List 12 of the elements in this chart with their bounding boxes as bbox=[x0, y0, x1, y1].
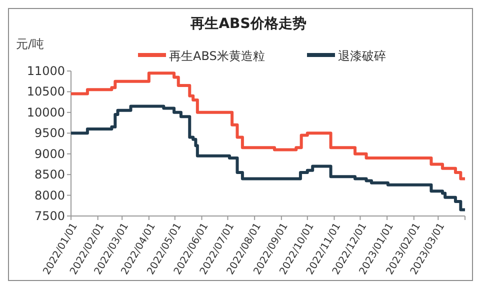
y-tick-label: 7500 bbox=[34, 209, 65, 223]
y-tick-label: 10000 bbox=[26, 105, 65, 120]
chart-title: 再生ABS价格走势 bbox=[190, 16, 306, 32]
legend-label: 再生ABS米黄造粒 bbox=[169, 49, 265, 63]
y-tick-label: 11000 bbox=[26, 64, 65, 78]
y-tick-label: 8000 bbox=[34, 188, 65, 202]
legend-label: 退漆破碎 bbox=[338, 49, 386, 63]
y-axis-title: 元/吨 bbox=[16, 37, 44, 51]
y-tick-label: 9500 bbox=[34, 126, 65, 140]
y-tick-label: 10500 bbox=[26, 84, 65, 99]
y-tick-label: 9000 bbox=[34, 146, 65, 161]
y-tick-label: 8500 bbox=[34, 168, 65, 182]
